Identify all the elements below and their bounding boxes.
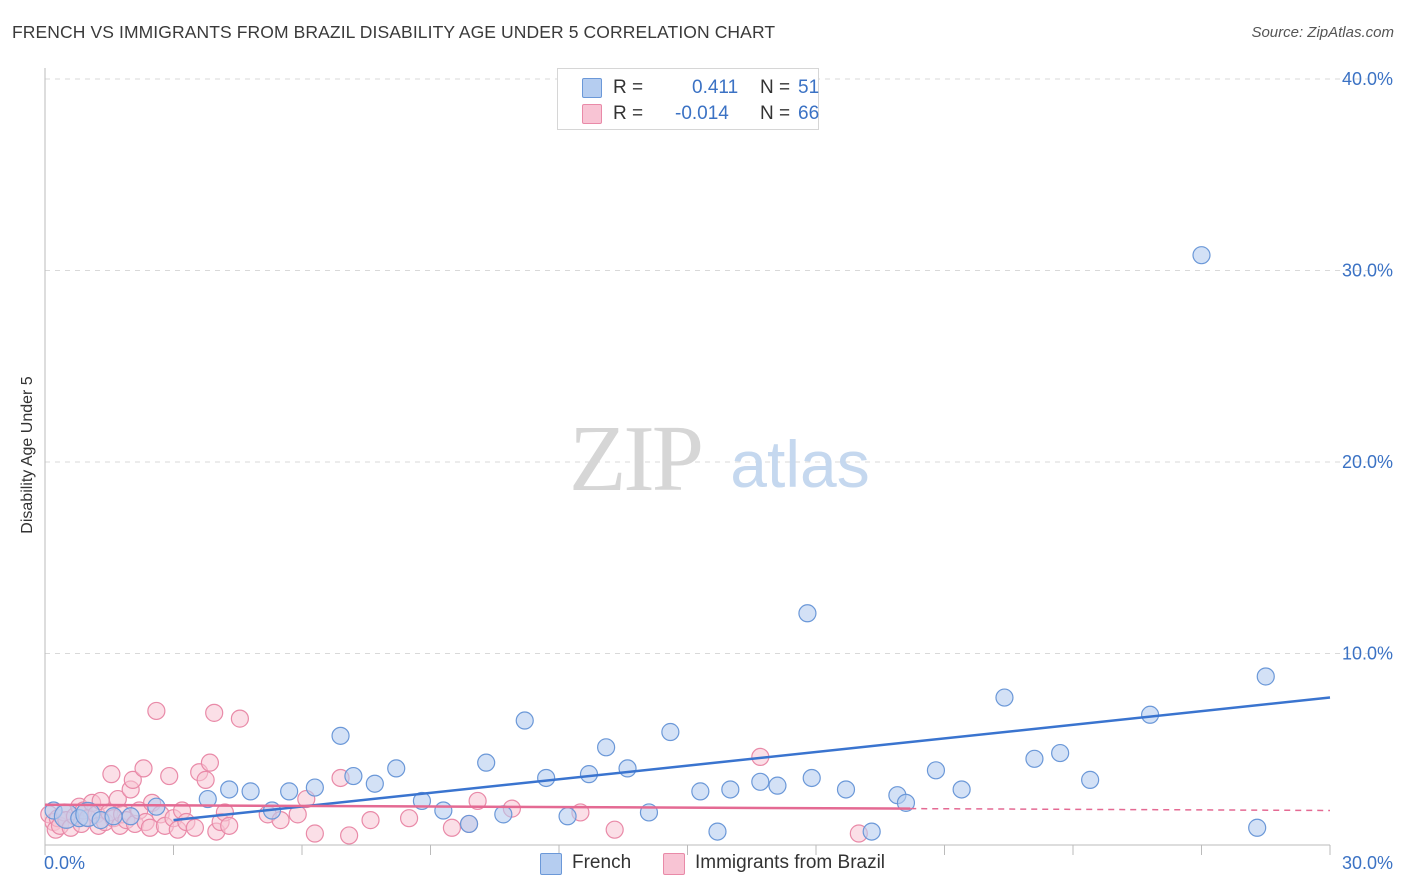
french-point <box>280 782 299 801</box>
french-point <box>515 711 534 730</box>
french-point <box>344 766 363 786</box>
french-point <box>896 793 916 812</box>
r-label: R = <box>613 77 644 98</box>
grid-lines <box>45 78 1370 654</box>
french-point <box>952 780 971 799</box>
brazil-legend-label: Immigrants from Brazil <box>695 852 886 873</box>
brazil-point <box>147 701 166 721</box>
brazil-point <box>468 791 487 811</box>
brazil-point <box>200 753 220 772</box>
french-point <box>198 789 217 809</box>
x-tick-label: 0.0% <box>44 853 85 873</box>
french-point <box>836 780 856 799</box>
french-point <box>1051 743 1070 763</box>
french-point <box>365 774 384 793</box>
french-point <box>537 768 556 788</box>
french-point <box>802 768 821 788</box>
french-swatch <box>582 78 602 98</box>
brazil-point <box>305 824 324 843</box>
french-point <box>995 688 1014 707</box>
chart-title: FRENCH VS IMMIGRANTS FROM BRAZIL DISABIL… <box>12 22 776 42</box>
french-point <box>579 765 599 784</box>
french-point <box>331 726 350 745</box>
french-point <box>1248 818 1267 837</box>
brazil-point <box>220 816 239 835</box>
french-point <box>1256 667 1275 686</box>
brazil-point <box>134 759 153 778</box>
french-point <box>305 778 324 797</box>
brazil-trend-extension <box>910 807 1331 812</box>
french-point <box>459 814 479 834</box>
brazil-point <box>605 820 624 839</box>
brazil-points <box>40 701 868 845</box>
y-tick-label: 20.0% <box>1342 452 1393 472</box>
french-point <box>798 604 817 623</box>
x-tick-label: 30.0% <box>1342 853 1393 873</box>
french-legend-swatch <box>540 853 562 875</box>
brazil-point <box>102 765 121 784</box>
french-point <box>1192 246 1211 265</box>
axes <box>44 68 1331 855</box>
r-value: -0.014 <box>675 103 729 124</box>
brazil-point <box>361 811 380 830</box>
correlation-legend: R = 0.411 N = 51 R = -0.014 N = 66 <box>557 68 819 130</box>
r-value: 0.411 <box>692 77 739 98</box>
n-value: 66 <box>798 103 820 124</box>
french-point <box>862 822 881 841</box>
brazil-point <box>185 818 205 837</box>
french-point <box>147 797 166 816</box>
french-point <box>387 759 406 778</box>
trend-lines <box>44 696 1331 822</box>
r-label: R = <box>613 103 644 124</box>
brazil-point <box>205 703 224 722</box>
y-tick-label: 40.0% <box>1342 69 1393 89</box>
french-legend-label: French <box>572 852 632 873</box>
french-point <box>597 738 616 757</box>
brazil-point <box>340 826 359 845</box>
french-point <box>558 807 577 826</box>
brazil-trend-line <box>44 803 911 810</box>
french-point <box>691 782 710 801</box>
watermark: ZIP atlas <box>569 407 870 511</box>
french-point <box>434 801 453 820</box>
n-label: N = <box>760 103 791 124</box>
brazil-point <box>399 809 419 828</box>
watermark-atlas: atlas <box>730 427 869 501</box>
french-point <box>241 782 260 801</box>
y-tick-label: 30.0% <box>1342 261 1393 281</box>
french-point <box>477 753 496 772</box>
tick-labels: 10.0% 20.0% 30.0% 40.0% 0.0% 30.0% <box>44 69 1393 873</box>
brazil-swatch <box>582 104 602 124</box>
french-point <box>104 807 123 826</box>
french-point <box>751 772 770 791</box>
french-point <box>768 776 787 795</box>
brazil-point <box>230 709 249 728</box>
french-point <box>494 805 513 824</box>
french-point <box>661 722 680 742</box>
french-points <box>44 246 1275 841</box>
y-tick-label: 10.0% <box>1342 644 1393 664</box>
french-point <box>1081 770 1100 789</box>
n-label: N = <box>760 77 791 98</box>
brazil-point <box>442 818 462 837</box>
source-label: Source: ZipAtlas.com <box>1251 24 1394 41</box>
brazil-point <box>196 770 215 789</box>
french-point <box>708 822 727 841</box>
n-value: 51 <box>798 77 820 98</box>
brazil-point <box>160 766 179 786</box>
brazil-point <box>123 770 142 789</box>
french-point <box>1025 749 1044 768</box>
french-trend-line <box>173 696 1331 822</box>
watermark-zip: ZIP <box>569 407 701 511</box>
french-point <box>721 780 740 799</box>
french-point <box>220 780 239 799</box>
french-point <box>121 807 140 826</box>
french-point <box>926 761 946 780</box>
brazil-legend-swatch <box>663 853 685 875</box>
french-point <box>618 759 637 778</box>
